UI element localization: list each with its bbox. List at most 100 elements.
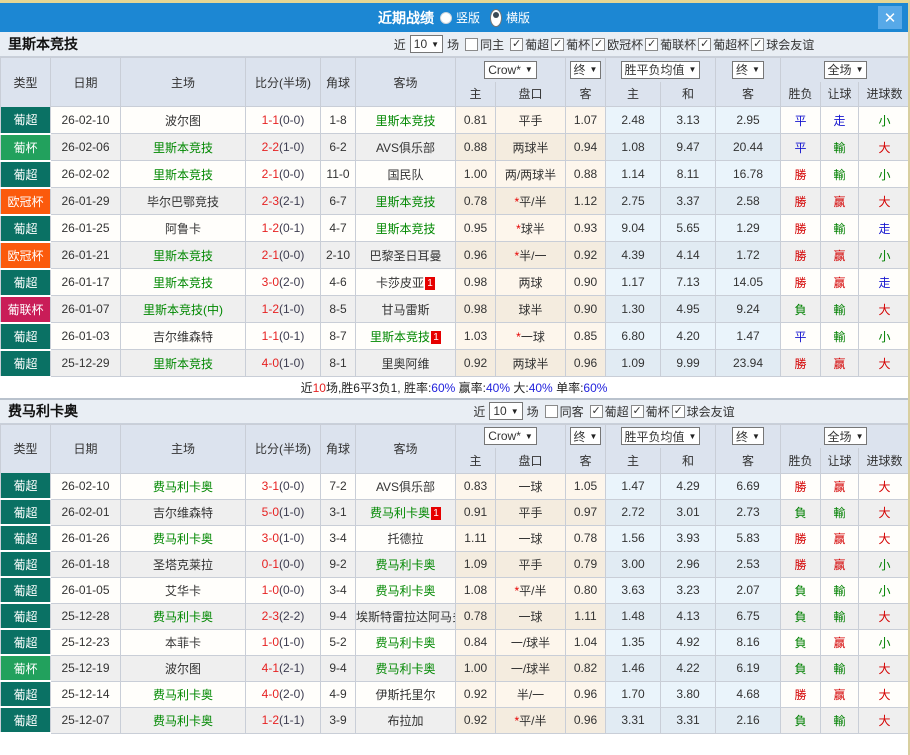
table-header-group-row: 类型 日期 主场 比分(半场) 角球 客场 Crow* ▼ 终 ▼ 胜平负均值 ▼ 终 ▼ 全场 ▼	[0, 57, 908, 107]
home-team-name: 毕尔巴鄂竞技	[146, 194, 219, 209]
result-handicap: 輸	[820, 322, 859, 350]
games-count-select[interactable]: 10 ▼	[409, 35, 444, 53]
result-goals: 小	[857, 576, 908, 604]
result-wdl: 負	[780, 295, 821, 323]
checkbox-unchecked-icon[interactable]	[544, 404, 558, 418]
competition-type-badge: 葡杯	[0, 655, 51, 682]
league-filter-1[interactable]: ✓ 葡杯	[551, 36, 590, 53]
record-summary: 近 10 场,胜6平3负1, 胜率: 60% 赢率: 40% 大: 40% 单率: 60%	[0, 377, 908, 398]
handicap-line: 一球	[495, 472, 566, 500]
euro-odds-draw: 3.37	[660, 187, 716, 215]
corner-count: 4-7	[320, 214, 356, 242]
checkbox-checked-icon[interactable]: ✓	[589, 404, 603, 418]
same-side-filter[interactable]: 同客	[544, 403, 584, 420]
halftime-score: (1-0)	[279, 505, 305, 519]
league-filter-5[interactable]: ✓ 球会友谊	[751, 36, 814, 53]
corner-count: 2-10	[320, 241, 356, 269]
halftime-score: (0-1)	[279, 221, 305, 235]
checkbox-checked-icon[interactable]: ✓	[510, 37, 524, 51]
close-icon[interactable]: ✕	[878, 6, 902, 29]
final-odds-select[interactable]: 终 ▼	[732, 427, 764, 446]
euro-odds-draw: 4.13	[660, 602, 716, 630]
match-date: 26-01-17	[50, 268, 121, 296]
match-date: 26-01-29	[50, 187, 121, 215]
score-cell: 2-1(0-0)	[245, 160, 321, 188]
checkbox-checked-icon[interactable]: ✓	[592, 37, 606, 51]
handicap-odds-away: 0.78	[565, 524, 606, 552]
chevron-down-icon: ▼	[855, 65, 864, 75]
away-team-cell: 里斯本竞技	[355, 187, 456, 215]
league-filter-0[interactable]: ✓ 葡超	[510, 36, 549, 53]
team-section-home: 里斯本竞技 近 10 ▼ 场 同主 ✓ 葡超 ✓ 葡杯 ✓ 欧冠杯 ✓ 葡联杯 ✓ 葡超杯 ✓ 球会友谊…	[0, 32, 908, 398]
euro-odds-draw: 4.14	[660, 241, 716, 269]
same-side-filter[interactable]: 同主	[465, 36, 504, 53]
col-header: 类型	[0, 57, 51, 107]
result-wdl: 平	[780, 106, 821, 134]
layout-radio-group: 竖版 横版	[439, 8, 530, 27]
away-team-name: AVS俱乐部	[375, 479, 436, 494]
away-team-cell: 布拉加	[355, 706, 456, 734]
radio-selected-icon[interactable]	[490, 8, 502, 27]
euro-odds-home: 1.17	[605, 268, 661, 296]
result-handicap: 輸	[820, 498, 859, 526]
checkbox-checked-icon[interactable]: ✓	[645, 37, 659, 51]
bookmaker-select[interactable]: Crow* ▼	[484, 60, 537, 79]
radio-icon[interactable]	[439, 11, 452, 24]
checkbox-checked-icon[interactable]: ✓	[671, 404, 685, 418]
checkbox-checked-icon[interactable]: ✓	[698, 37, 712, 51]
bookmaker-select[interactable]: Crow* ▼	[484, 427, 537, 446]
league-filter-2[interactable]: ✓ 欧冠杯	[592, 36, 643, 53]
scope-select[interactable]: 全场 ▼	[823, 427, 868, 446]
league-filter-3[interactable]: ✓ 葡联杯	[645, 36, 696, 53]
radio-vertical-layout[interactable]: 竖版	[439, 9, 480, 26]
league-filter-label: 葡超	[604, 404, 629, 419]
col-subheader: 客	[715, 448, 781, 474]
fulltime-score: 0-1	[261, 557, 279, 571]
home-team-name: 里斯本竞技	[152, 140, 213, 155]
halftime-score: (2-0)	[279, 275, 305, 289]
chevron-down-icon: ▼	[855, 431, 864, 441]
home-team-cell: 吉尔维森特	[120, 322, 246, 350]
final-odds-select[interactable]: 终 ▼	[569, 60, 602, 79]
avg-odds-select[interactable]: 胜平负均值 ▼	[620, 60, 701, 79]
competition-type-badge: 葡超	[0, 160, 51, 189]
league-filter-4[interactable]: ✓ 葡超杯	[698, 36, 749, 53]
avg-odds-select[interactable]: 胜平负均值 ▼	[620, 427, 701, 446]
select-value: Crow*	[488, 429, 521, 444]
checkbox-checked-icon[interactable]: ✓	[551, 37, 565, 51]
handicap-text: 两球	[518, 275, 543, 290]
home-team-cell: 圣塔克莱拉	[120, 550, 246, 578]
result-wdl: 勝	[780, 241, 821, 269]
score-cell: 1-0(1-0)	[245, 628, 321, 656]
league-filter-1[interactable]: ✓ 葡杯	[630, 403, 670, 420]
match-date: 26-02-01	[50, 498, 121, 526]
away-team-cell: 托德拉	[355, 524, 456, 552]
league-filter-2[interactable]: ✓ 球会友谊	[671, 403, 735, 420]
league-filter-label: 葡超	[525, 37, 550, 52]
corner-count: 5-2	[320, 628, 356, 656]
fulltime-score: 3-0	[261, 531, 279, 545]
euro-odds-draw: 4.95	[660, 295, 716, 323]
checkbox-unchecked-icon[interactable]	[465, 37, 479, 51]
corner-count: 4-6	[320, 268, 356, 296]
euro-odds-home: 1.70	[605, 680, 661, 708]
scope-select[interactable]: 全场 ▼	[823, 60, 868, 79]
checkbox-checked-icon[interactable]: ✓	[630, 404, 644, 418]
result-handicap: 走	[820, 106, 859, 134]
league-filter-0[interactable]: ✓ 葡超	[589, 403, 629, 420]
away-team-cell: 伊斯托里尔	[355, 680, 456, 708]
handicap-odds-home: 1.11	[455, 524, 496, 552]
handicap-odds-home: 0.96	[455, 241, 496, 269]
games-count-select[interactable]: 10 ▼	[489, 402, 523, 420]
handicap-line: 一球	[495, 602, 566, 630]
competition-type-badge: 欧冠杯	[0, 241, 51, 270]
col-subheader: 主	[455, 448, 496, 474]
result-handicap: 輸	[820, 602, 859, 630]
checkbox-checked-icon[interactable]: ✓	[751, 37, 765, 51]
final-odds-select[interactable]: 终 ▼	[569, 427, 602, 446]
radio-horizontal-layout[interactable]: 横版	[490, 8, 530, 27]
euro-odds-away: 23.94	[715, 349, 781, 377]
final-odds-select[interactable]: 终 ▼	[732, 60, 764, 79]
chevron-down-icon: ▼	[524, 65, 533, 75]
chevron-down-icon: ▼	[510, 406, 519, 416]
